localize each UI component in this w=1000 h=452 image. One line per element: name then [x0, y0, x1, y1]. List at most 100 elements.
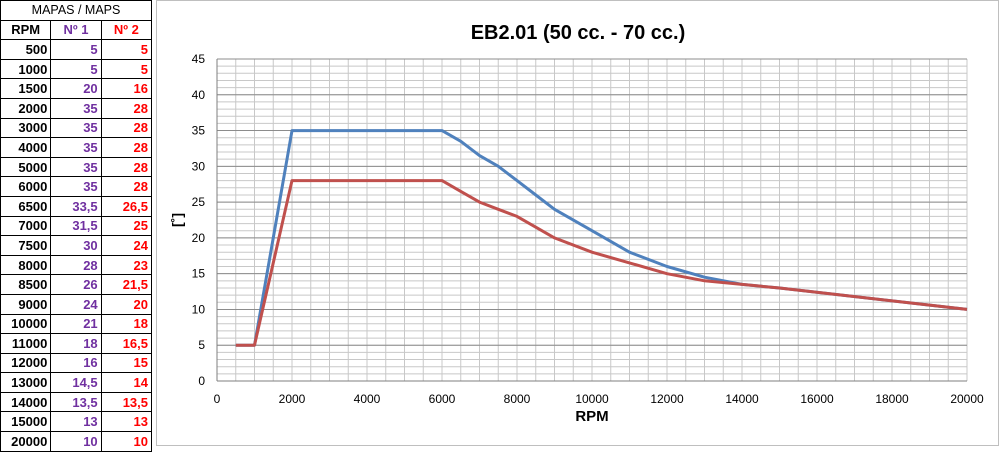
y-tick-label: 30: [192, 159, 206, 173]
header-rpm: RPM: [0, 19, 52, 41]
rpm-cell: 1500: [0, 78, 52, 99]
y-tick-label: 5: [198, 338, 205, 352]
table-row: 8500 26 21,5: [0, 274, 153, 295]
map-1-cell: 14,5: [50, 372, 102, 393]
map-2-cell: 15: [100, 352, 153, 374]
table-row: 10000 21 18: [0, 313, 153, 335]
map-2-cell: 26,5: [100, 195, 153, 217]
map-2-cell: 5: [100, 39, 153, 60]
series-line-1: [235, 129, 968, 347]
map-2-cell: 16,5: [100, 333, 153, 354]
table-row: 12000 16 15: [0, 352, 153, 374]
table-row: 500 5 5: [0, 39, 153, 60]
header-map-1: Nº 1: [50, 19, 102, 41]
table-row: 3000 35 28: [0, 117, 153, 139]
map-1-cell: 5: [50, 58, 102, 80]
x-tick-label: 18000: [875, 392, 909, 406]
table-row: 7000 31,5 25: [0, 215, 153, 237]
y-tick-label: 10: [192, 302, 206, 316]
map-1-cell: 35: [50, 156, 102, 178]
map-2-cell: 13,5: [100, 391, 153, 413]
table-row: 13000 14,5 14: [0, 372, 153, 393]
x-tick-label: 2000: [279, 392, 306, 406]
y-tick-label: 45: [192, 52, 206, 66]
map-2-cell: 28: [100, 97, 153, 119]
x-axis-label: RPM: [575, 408, 608, 425]
x-tick-label: 0: [214, 392, 221, 406]
map-2-cell: 18: [100, 313, 153, 335]
rpm-cell: 4000: [0, 137, 52, 158]
map-1-cell: 35: [50, 117, 102, 139]
map-2-cell: 10: [100, 431, 153, 452]
rpm-cell: 6000: [0, 176, 52, 197]
table-row: 8000 28 23: [0, 254, 153, 276]
y-axis-label: [˚]: [169, 213, 185, 227]
table-row: 6500 33,5 26,5: [0, 195, 153, 217]
map-2-cell: 28: [100, 156, 153, 178]
rpm-cell: 2000: [0, 97, 52, 119]
rpm-cell: 6500: [0, 195, 52, 217]
map-1-cell: 24: [50, 293, 102, 315]
chart-title: EB2.01 (50 cc. - 70 cc.): [471, 22, 686, 44]
table-row: 15000 13 13: [0, 411, 153, 433]
table-row: 7500 30 24: [0, 235, 153, 256]
x-tick-label: 10000: [575, 392, 609, 406]
maps-table: MAPAS / MAPS RPM Nº 1 Nº 2 500 5 5 1000 5 5 15…: [0, 0, 153, 452]
map-1-cell: 18: [50, 333, 102, 354]
map-2-cell: 28: [100, 137, 153, 158]
map-1-cell: 28: [50, 254, 102, 276]
x-tick-label: 12000: [650, 392, 684, 406]
map-2-cell: 25: [100, 215, 153, 237]
rpm-cell: 8500: [0, 274, 52, 295]
chart-svg: EB2.01 (50 cc. - 70 cc.) 0 2000 4000 6000 80…: [169, 22, 984, 425]
table-row: 14000 13,5 13,5: [0, 391, 153, 413]
x-tick-label: 14000: [725, 392, 759, 406]
rpm-cell: 8000: [0, 254, 52, 276]
map-2-cell: 16: [100, 78, 153, 99]
map-1-cell: 16: [50, 352, 102, 374]
table-title-row: MAPAS / MAPS: [0, 0, 152, 21]
series-line-2: [235, 179, 968, 347]
x-tick-label: 6000: [429, 392, 456, 406]
rpm-cell: 14000: [0, 391, 52, 413]
table-row: 2000 35 28: [0, 97, 153, 119]
map-1-cell: 35: [50, 137, 102, 158]
table-header-row: RPM Nº 1 Nº 2: [0, 19, 153, 41]
table-row: 20000 10 10: [0, 431, 153, 452]
table-row: 9000 24 20: [0, 293, 153, 315]
chart-grid: [216, 58, 968, 382]
table-row: 5000 35 28: [0, 156, 153, 178]
rpm-cell: 1000: [0, 58, 52, 80]
map-1-cell: 20: [50, 78, 102, 99]
rpm-cell: 9000: [0, 293, 52, 315]
y-tick-label: 40: [192, 88, 206, 102]
chart-axes: 0 2000 4000 6000 8000 10000 12000 14000 16000 180…: [192, 52, 984, 406]
map-2-cell: 21,5: [100, 274, 153, 295]
table-row: 4000 35 28: [0, 137, 153, 158]
map-2-cell: 5: [100, 58, 153, 80]
map-2-cell: 28: [100, 176, 153, 197]
map-2-cell: 28: [100, 117, 153, 139]
map-1-cell: 26: [50, 274, 102, 295]
map-1-cell: 13,5: [50, 391, 102, 413]
map-1-cell: 35: [50, 176, 102, 197]
chart-series: [235, 129, 968, 347]
chart-area: EB2.01 (50 cc. - 70 cc.) 0 2000 4000 6000 80…: [156, 0, 999, 446]
y-tick-label: 0: [198, 374, 205, 388]
map-1-cell: 5: [50, 39, 102, 60]
y-tick-label: 25: [192, 195, 206, 209]
rpm-cell: 15000: [0, 411, 52, 433]
table-row: 6000 35 28: [0, 176, 153, 197]
x-tick-label: 16000: [800, 392, 834, 406]
rpm-cell: 11000: [0, 333, 52, 354]
map-1-cell: 35: [50, 97, 102, 119]
map-1-cell: 31,5: [50, 215, 102, 237]
maps-table-body: MAPAS / MAPS RPM Nº 1 Nº 2 500 5 5 1000 5 5 15…: [0, 0, 153, 452]
map-1-cell: 33,5: [50, 195, 102, 217]
map-2-cell: 23: [100, 254, 153, 276]
x-tick-label: 4000: [354, 392, 381, 406]
table-title: MAPAS / MAPS: [0, 0, 152, 21]
map-1-cell: 13: [50, 411, 102, 433]
map-1-cell: 10: [50, 431, 102, 452]
rpm-cell: 500: [0, 39, 52, 60]
